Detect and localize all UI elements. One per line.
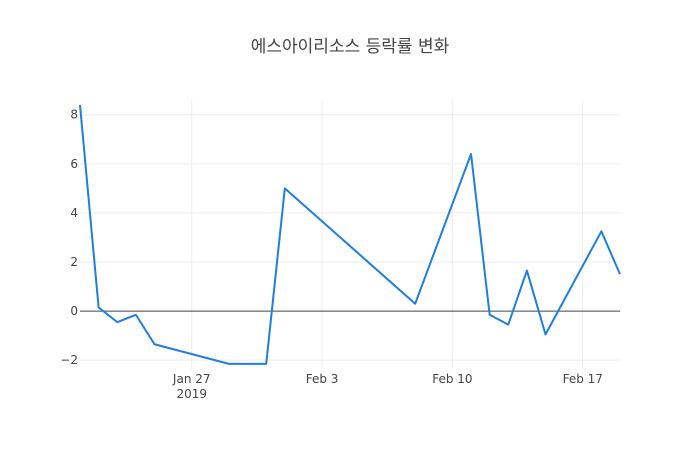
y-tick-label: 8 [70,108,78,122]
x-tick-label: Feb 3 [306,372,339,386]
plot-area [79,104,621,365]
y-tick-label: 6 [70,157,78,171]
x-tick-label: Jan 27 [172,372,211,386]
y-tick-label: −2 [60,353,78,367]
x-gridlines [191,100,584,370]
y-axis-tick-labels: −2 0 2 4 6 8 [60,108,78,367]
y-gridlines [80,114,620,361]
series-line [79,104,621,365]
y-tick-label: 0 [70,304,78,318]
chart-title: 에스아이리소스 등락률 변화 [250,37,450,57]
x-tick-label: Feb 10 [432,372,472,386]
y-tick-label: 2 [70,255,78,269]
x-tick-sublabel: 2019 [176,387,207,401]
x-tick-label: Feb 17 [563,372,603,386]
y-tick-label: 4 [70,206,78,220]
